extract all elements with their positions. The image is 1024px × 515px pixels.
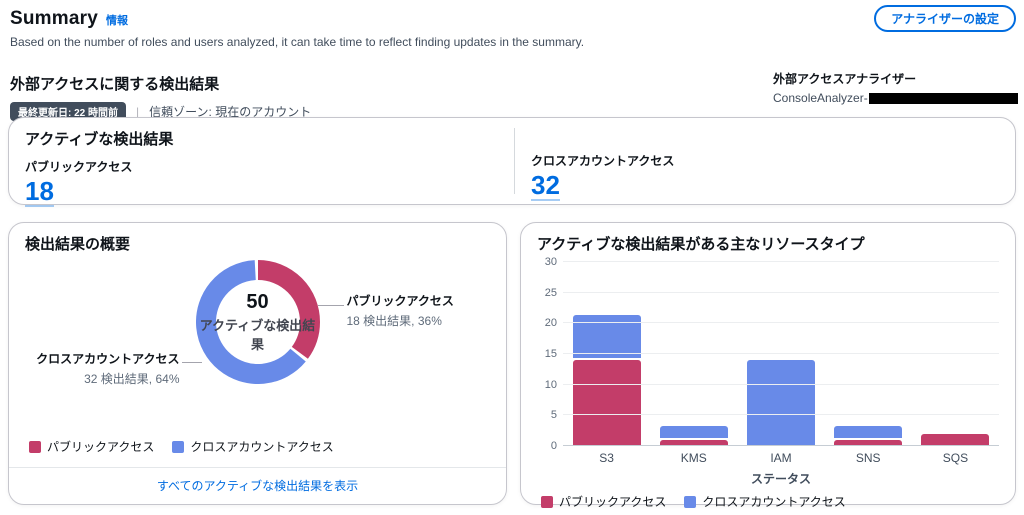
legend-label: パブリックアクセス bbox=[47, 440, 155, 454]
gridline bbox=[563, 322, 999, 324]
cross-account-count-link[interactable]: 32 bbox=[531, 170, 560, 202]
bar-segment-public-sqs[interactable] bbox=[921, 433, 990, 446]
page-header: Summary 情報 Based on the number of roles … bbox=[0, 0, 1024, 121]
callout-public-access: パブリックアクセス 18 検出結果, 36% bbox=[347, 292, 497, 329]
legend-label: パブリックアクセス bbox=[559, 495, 667, 509]
bar-segment-public-sns[interactable] bbox=[834, 439, 903, 446]
gridline bbox=[563, 353, 999, 354]
legend-item-cross-account[interactable]: クロスアカウントアクセス bbox=[684, 493, 846, 510]
x-tick-label: SQS bbox=[942, 451, 969, 465]
legend-swatch-cross-account bbox=[684, 495, 697, 508]
top-resource-types-title: アクティブな検出結果がある主なリソースタイプ bbox=[537, 236, 865, 253]
gridline bbox=[563, 291, 999, 293]
bar-sqs bbox=[912, 262, 999, 446]
bar-segment-cross-account-iam[interactable] bbox=[747, 360, 815, 446]
analyzer-settings-button[interactable]: アナライザーの設定 bbox=[874, 5, 1016, 32]
legend-item-cross-account[interactable]: クロスアカウントアクセス bbox=[172, 438, 334, 455]
active-findings-card: アクティブな検出結果 パブリックアクセス 18 クロスアカウントアクセス 32 bbox=[8, 117, 1016, 208]
legend-swatch-public bbox=[541, 495, 553, 508]
metric-cross-account-access: クロスアカウントアクセス 32 bbox=[514, 128, 999, 202]
x-axis-labels: S3 KMS IAM SNS SQS bbox=[563, 446, 999, 465]
gridline bbox=[563, 414, 999, 416]
bar-s3 bbox=[563, 262, 650, 446]
x-tick-label: IAM bbox=[770, 451, 792, 465]
callout-label: パブリックアクセス bbox=[346, 294, 454, 308]
y-tick-label: 10 bbox=[544, 378, 557, 391]
legend-label: クロスアカウントアクセス bbox=[190, 440, 334, 454]
gridline bbox=[563, 261, 999, 262]
y-tick-label: 0 bbox=[550, 440, 557, 452]
donut-segment-cross-account[interactable] bbox=[195, 260, 320, 384]
plot-area bbox=[563, 261, 999, 446]
metric-label: パブリックアクセス bbox=[25, 160, 133, 174]
bar-legend: パブリックアクセス クロスアカウントアクセス bbox=[537, 487, 999, 512]
y-axis: 0 5 10 15 20 25 30 bbox=[537, 256, 563, 452]
donut-svg bbox=[195, 260, 320, 384]
y-tick-label: 5 bbox=[550, 409, 557, 422]
donut-segment-public[interactable] bbox=[195, 260, 320, 384]
legend-swatch-public bbox=[29, 440, 41, 453]
info-link[interactable]: 情報 bbox=[106, 15, 128, 27]
bar-iam bbox=[737, 262, 824, 446]
legend-label: クロスアカウントアクセス bbox=[702, 495, 846, 509]
active-findings-title: アクティブな検出結果 bbox=[25, 131, 174, 148]
analyzer-name-prefix: ConsoleAnalyzer- bbox=[773, 91, 868, 105]
metric-label: クロスアカウントアクセス bbox=[531, 154, 675, 168]
metric-public-access: アクティブな検出結果 パブリックアクセス 18 bbox=[25, 128, 514, 208]
redacted-analyzer-name bbox=[868, 92, 1018, 104]
findings-overview-card: 検出結果の概要 50 アクティブな検出結果 パブリックアクセス 18 検出結果,… bbox=[8, 222, 507, 505]
bar-kms bbox=[650, 262, 737, 446]
y-tick-label: 30 bbox=[544, 256, 557, 268]
y-tick-label: 20 bbox=[544, 317, 557, 330]
section-meta: 最終更新日: 22 時間前 | 信頼ゾーン: 現在のアカウント bbox=[10, 102, 1016, 121]
card-footer: すべてのアクティブな検出結果を表示 bbox=[9, 467, 506, 504]
public-access-count-link[interactable]: 18 bbox=[25, 176, 54, 208]
callout-value: 18 検出結果, 36% bbox=[346, 314, 442, 328]
top-resource-types-card: アクティブな検出結果がある主なリソースタイプ 0 5 10 15 20 25 30 S3 KM… bbox=[520, 222, 1016, 509]
bar-segment-cross-account-kms[interactable] bbox=[659, 425, 728, 438]
x-tick-label: KMS bbox=[680, 451, 707, 465]
bar-segment-cross-account-sns[interactable] bbox=[834, 425, 903, 438]
donut-ring: 50 アクティブな検出結果 bbox=[195, 260, 320, 384]
callout-cross-account: クロスアカウントアクセス 32 検出結果, 64% bbox=[10, 350, 180, 387]
legend-swatch-cross-account bbox=[172, 440, 185, 453]
callout-connector-public bbox=[317, 305, 344, 306]
meta-separator: | bbox=[136, 104, 140, 119]
bar-segment-public-s3[interactable] bbox=[572, 360, 641, 446]
page-title: Summary bbox=[10, 8, 98, 29]
gridline bbox=[563, 383, 999, 385]
trust-zone-text: 信頼ゾーン: 現在のアカウント bbox=[149, 105, 312, 119]
callout-label: クロスアカウントアクセス bbox=[36, 352, 180, 366]
legend-item-public[interactable]: パブリックアクセス bbox=[29, 438, 154, 455]
view-all-active-findings-link[interactable]: すべてのアクティブな検出結果を表示 bbox=[156, 479, 359, 493]
callout-value: 32 検出結果, 64% bbox=[84, 372, 180, 386]
y-tick-label: 25 bbox=[544, 286, 557, 299]
bars-group bbox=[563, 262, 999, 446]
analyzer-name: ConsoleAnalyzer- bbox=[773, 91, 1018, 105]
callout-connector-cross-account bbox=[181, 362, 202, 363]
y-tick-label: 15 bbox=[544, 348, 557, 360]
analyzer-label: 外部アクセスアナライザー bbox=[773, 72, 917, 86]
x-axis-title: ステータス bbox=[750, 472, 811, 486]
donut-legend: パブリックアクセス クロスアカウントアクセス bbox=[25, 436, 490, 467]
x-tick-label: SNS bbox=[855, 451, 881, 465]
last-updated-badge: 最終更新日: 22 時間前 bbox=[10, 102, 127, 121]
gridline bbox=[563, 445, 999, 446]
donut-chart: 50 アクティブな検出結果 パブリックアクセス 18 検出結果, 36% クロス… bbox=[25, 258, 490, 435]
bar-chart: 0 5 10 15 20 25 30 bbox=[537, 256, 999, 452]
findings-overview-title: 検出結果の概要 bbox=[25, 236, 131, 253]
bar-segment-public-kms[interactable] bbox=[659, 439, 728, 446]
page-subtitle: Based on the number of roles and users a… bbox=[10, 35, 585, 49]
bar-sns bbox=[825, 262, 912, 446]
legend-item-public[interactable]: パブリックアクセス bbox=[541, 493, 666, 510]
section-title: 外部アクセスに関する検出結果 bbox=[10, 76, 220, 93]
analyzer-info: 外部アクセスアナライザー ConsoleAnalyzer- bbox=[773, 70, 1018, 105]
x-tick-label: S3 bbox=[599, 451, 614, 465]
